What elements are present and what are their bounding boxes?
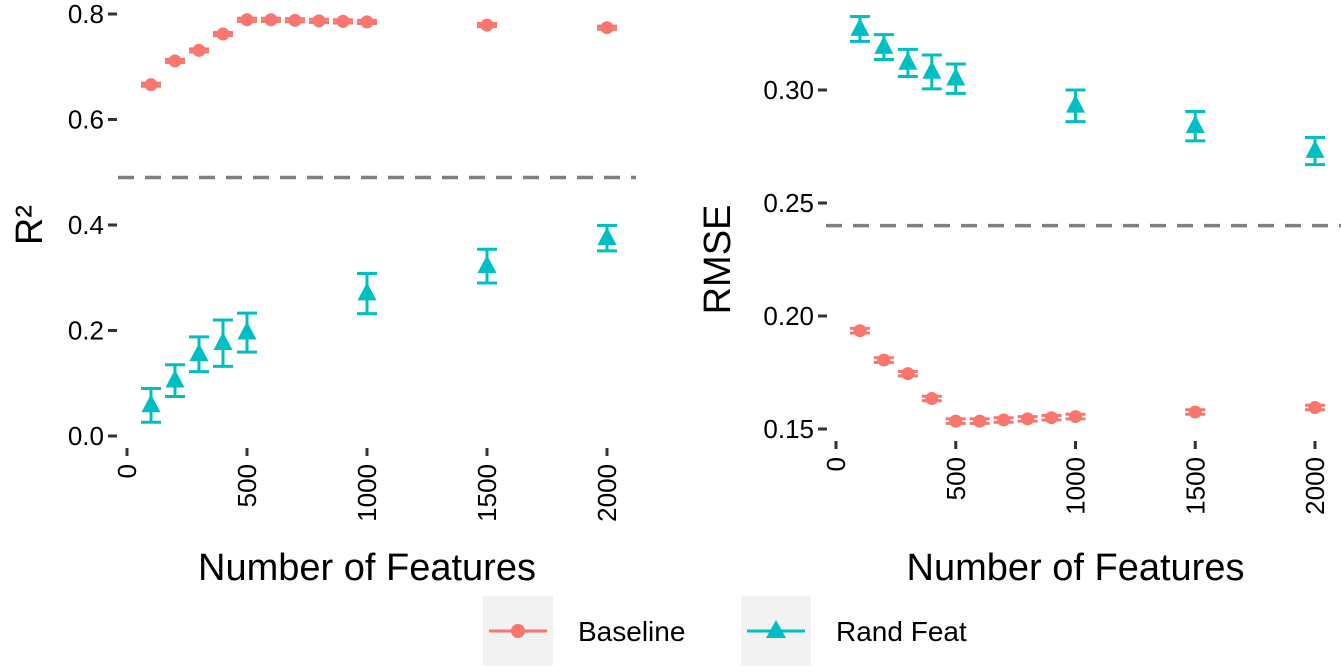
x-tick-label: 1500 <box>472 464 502 522</box>
y-tick-label: 0.15 <box>763 414 814 444</box>
x-tick-label: 0 <box>821 457 851 471</box>
y-tick-label: 0.8 <box>68 0 104 29</box>
legend-item-rand_feat: Rand Feat <box>741 596 967 666</box>
data-point <box>360 15 374 29</box>
data-point <box>264 13 278 27</box>
x-tick-label: 2000 <box>592 464 622 522</box>
legend: Baseline Rand Feat <box>483 596 967 666</box>
x-axis-title: Number of Features <box>907 547 1245 589</box>
legend-key-marker <box>766 620 786 638</box>
y-tick-label: 0.25 <box>763 188 814 218</box>
data-point <box>189 343 209 362</box>
data-point <box>853 324 867 338</box>
x-tick-label: 1000 <box>352 464 382 522</box>
data-point <box>237 321 257 340</box>
data-point <box>600 21 614 35</box>
data-point <box>165 369 185 388</box>
data-point <box>1308 401 1322 415</box>
data-point <box>477 254 497 273</box>
y-axis-title: R² <box>9 205 51 245</box>
x-tick-label: 500 <box>941 457 971 500</box>
y-tick-label: 0.20 <box>763 301 814 331</box>
data-point <box>901 367 915 381</box>
x-tick-label: 500 <box>232 464 262 507</box>
y-tick-label: 0.0 <box>68 421 104 451</box>
x-tick-label: 1000 <box>1061 457 1091 515</box>
series-rand_feat <box>141 224 617 424</box>
panel-2: 0.15 0.20 0.25 0.30 0 500 1000 1500 2000 RMSE Numb… <box>697 15 1341 589</box>
series-baseline <box>849 324 1325 428</box>
data-point <box>480 18 494 32</box>
x-tick-label: 1500 <box>1180 457 1210 515</box>
data-point <box>597 227 617 246</box>
panel-1: 0.0 0.2 0.4 0.6 0.8 0 500 1000 1500 2000 R² Number … <box>9 0 636 589</box>
data-point <box>192 43 206 57</box>
data-point <box>973 414 987 428</box>
data-point <box>997 413 1011 427</box>
series-rand_feat <box>849 15 1325 167</box>
data-point <box>850 17 870 36</box>
x-axis-title: Number of Features <box>198 547 536 589</box>
data-point <box>288 13 302 27</box>
data-point <box>877 353 891 367</box>
data-point <box>1066 94 1085 113</box>
data-point <box>336 14 350 28</box>
legend-label: Baseline <box>578 616 685 647</box>
data-point <box>1185 115 1205 133</box>
data-point <box>216 27 230 41</box>
data-point <box>240 13 254 27</box>
data-point <box>144 78 158 92</box>
data-point <box>1305 139 1325 158</box>
data-point <box>312 14 326 28</box>
data-point <box>168 54 182 68</box>
data-point <box>874 35 894 54</box>
data-point <box>1021 412 1035 426</box>
legend-label: Rand Feat <box>836 616 967 647</box>
data-point <box>946 67 966 86</box>
y-tick-label: 0.2 <box>68 316 104 346</box>
series-baseline <box>141 13 617 92</box>
legend-key-marker <box>511 624 525 638</box>
data-point <box>898 51 918 70</box>
data-point <box>1188 405 1202 419</box>
data-point <box>141 394 161 413</box>
data-point <box>1045 411 1059 425</box>
data-point <box>949 414 963 428</box>
y-tick-label: 0.4 <box>68 210 104 240</box>
data-point <box>213 332 233 350</box>
data-point <box>925 391 939 405</box>
y-tick-label: 0.6 <box>68 105 104 135</box>
data-point <box>922 60 942 79</box>
y-tick-label: 0.30 <box>763 75 814 105</box>
data-point <box>1069 410 1082 424</box>
legend-item-baseline: Baseline <box>483 596 685 666</box>
x-tick-label: 2000 <box>1300 457 1330 515</box>
data-point <box>357 282 377 301</box>
x-tick-label: 0 <box>112 464 142 478</box>
y-axis-title: RMSE <box>697 205 739 315</box>
